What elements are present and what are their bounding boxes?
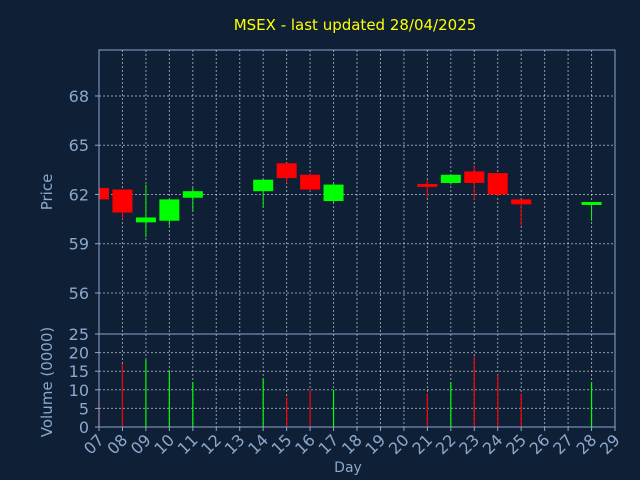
candle-body — [440, 174, 461, 183]
candle-body — [276, 163, 297, 179]
candle-body — [300, 174, 321, 190]
volume-bars — [98, 356, 593, 427]
volume-tick-label: 15 — [69, 362, 89, 381]
volume-tick-label: 20 — [69, 344, 89, 363]
candle-body — [159, 199, 180, 221]
price-axis-label: Price — [38, 174, 56, 211]
price-tick-label: 56 — [69, 284, 89, 303]
x-axis-label: Day — [334, 460, 362, 476]
candle-body — [112, 189, 133, 213]
candle-body — [99, 187, 109, 200]
price-tick-label: 65 — [69, 136, 89, 155]
candle-body — [253, 179, 274, 192]
candle-body — [323, 184, 344, 202]
candle-body — [487, 173, 508, 195]
price-candles — [98, 163, 602, 238]
price-tick-label: 59 — [69, 235, 89, 254]
candle-body — [135, 217, 156, 223]
candle-body — [182, 191, 203, 198]
chart-title: MSEX - last updated 28/04/2025 — [234, 16, 477, 34]
volume-tick-label: 10 — [69, 381, 89, 400]
candle-body — [581, 201, 602, 205]
candle-body — [464, 171, 485, 183]
volume-tick-label: 25 — [69, 325, 89, 344]
candle-body — [511, 199, 532, 205]
volume-tick-label: 5 — [79, 399, 89, 418]
price-tick-label: 68 — [69, 87, 89, 106]
candle-body — [417, 183, 438, 187]
price-tick-label: 62 — [69, 185, 89, 204]
volume-axis-label: Volume (0000) — [38, 327, 56, 437]
volume-tick-label: 0 — [79, 418, 89, 437]
